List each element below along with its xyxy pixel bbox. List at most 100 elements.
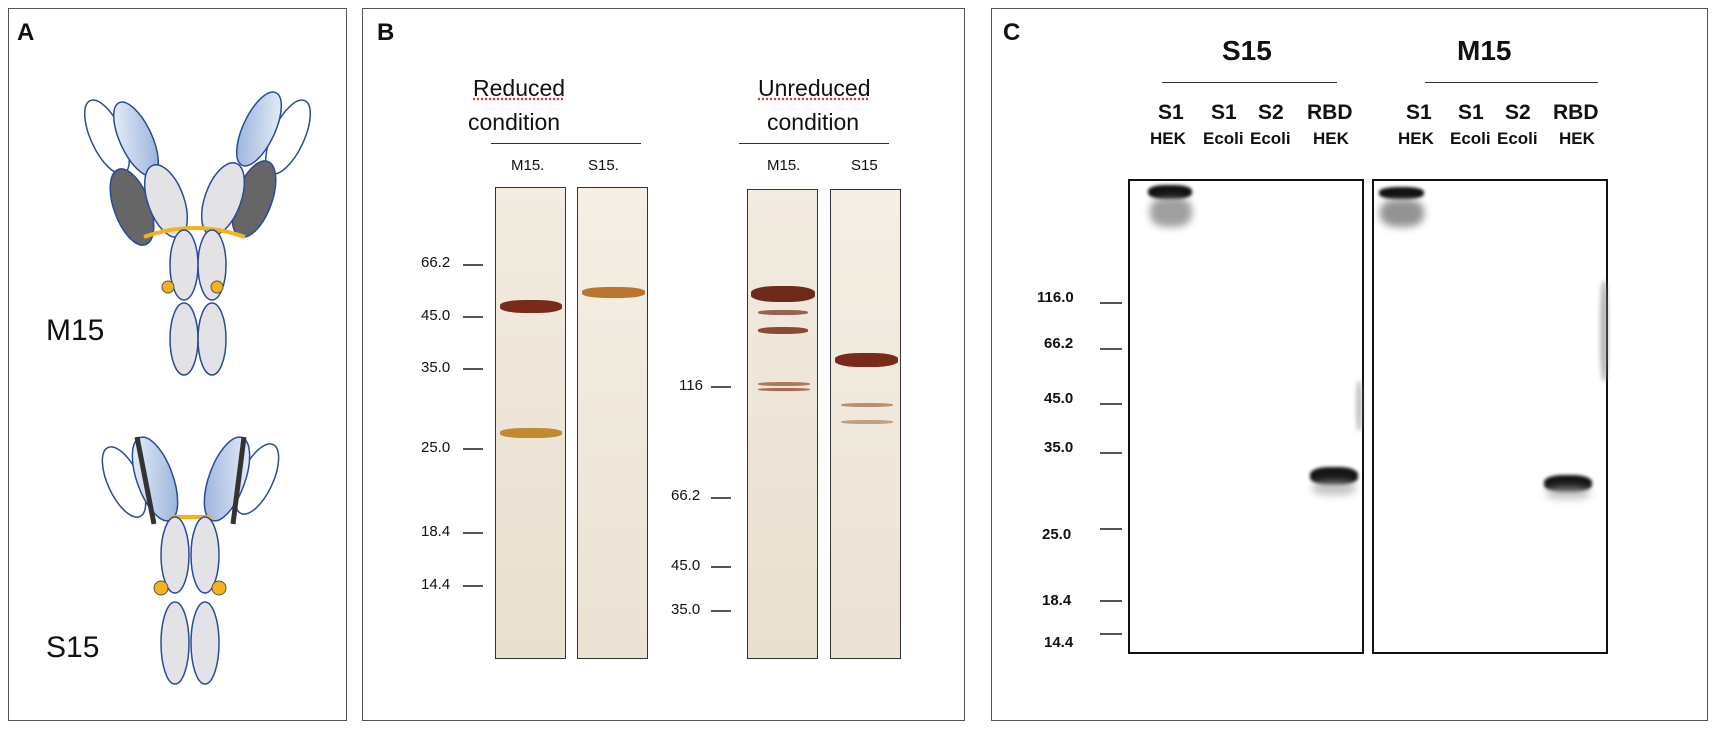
reduced-marker-66: 66.2 [421,254,451,271]
unreduced-gel-lane-m15 [747,189,818,659]
tick [711,386,731,388]
tick [1100,403,1122,405]
reduced-gel-lane-m15 [495,187,566,659]
tick [1100,600,1122,602]
reduced-lane-s15: S15. [588,157,619,174]
m15-glycan-left [161,280,175,294]
band [758,327,808,334]
band [1379,187,1424,199]
reduced-title-1: Reduced [473,75,566,101]
unreduced-divider [739,143,889,144]
band [1150,197,1192,227]
reduced-marker-14: 14.4 [421,576,451,593]
unreduced-marker-66: 66.2 [671,487,701,504]
tick [1100,633,1122,635]
m15-lane2-bottom: Ecoli [1450,129,1491,148]
reduced-marker-25: 25.0 [421,439,451,456]
s15-lane4-bottom: HEK [1313,129,1349,148]
unreduced-marker-45: 45.0 [671,557,701,574]
s15-linker-left [134,436,157,525]
tick [463,264,483,266]
reduced-marker-35: 35.0 [421,359,451,376]
tick [463,585,483,587]
unreduced-lane-m15: M15. [767,157,801,174]
band [758,382,810,386]
tick [1100,452,1122,454]
reduced-lane-m15: M15. [511,157,545,174]
panel-b: B Reduced condition M15. S15. 66.2 45.0 … [362,8,965,721]
band [1380,199,1424,227]
m15-label: M15 [46,314,105,347]
m15-vh-right [235,91,283,167]
m15-lane2-top: S1 [1458,101,1484,124]
panel-b-label: B [377,19,395,46]
m15-lane1-top: S1 [1406,101,1432,124]
s15-ch2-left [160,516,190,594]
s15-ch3-left [160,601,190,685]
tick [1100,302,1122,304]
tick [711,610,731,612]
band [500,428,562,438]
tick [1100,348,1122,350]
reduced-marker-45: 45.0 [421,307,451,324]
m15-ch3-right [197,302,227,376]
group-m15-divider [1425,82,1598,83]
tick [463,532,483,534]
wb-marker-18: 18.4 [1042,592,1072,609]
wb-marker-25: 25.0 [1042,526,1072,543]
unreduced-title-2: condition [767,109,860,135]
band [835,353,898,367]
s15-glycan-right [211,580,227,596]
group-m15-title: M15 [1457,35,1512,66]
wb-marker-14: 14.4 [1044,634,1074,651]
wb-marker-45: 45.0 [1044,390,1074,407]
m15-hinge [143,226,246,239]
band [1356,381,1362,431]
reduced-marker-18: 18.4 [421,523,451,540]
unreduced-lane-s15: S15 [851,157,878,174]
band [1148,185,1192,199]
m15-lane3-top: S2 [1505,101,1531,124]
m15-lane3-bottom: Ecoli [1497,129,1538,148]
band [1546,487,1590,499]
s15-lane4-top: RBD [1307,101,1353,124]
band [582,287,645,298]
panel-a-label: A [17,19,35,46]
m15-antibody-diagram [83,91,312,685]
m15-western-blot [1372,179,1608,654]
tick [711,497,731,499]
unreduced-marker-35: 35.0 [671,601,701,618]
tick [711,566,731,568]
m15-lane4-bottom: HEK [1559,129,1595,148]
s15-label: S15 [46,631,100,664]
s15-lane1-bottom: HEK [1150,129,1186,148]
band [500,300,562,313]
s15-glycan-left [153,580,169,596]
band [758,388,810,391]
panel-a: A [8,8,347,721]
band [841,420,893,424]
panel-c: C S15 M15 S1 HEK S1 Ecoli S2 Ecoli RBD H… [991,8,1708,721]
m15-glycan-right [210,280,224,294]
unreduced-marker-116: 116 [679,377,703,394]
reduced-title-2: condition [468,109,561,135]
wb-marker-66: 66.2 [1044,335,1074,352]
wb-marker-116: 116.0 [1037,289,1074,306]
group-s15-title: S15 [1222,35,1272,66]
tick [1100,528,1122,530]
s15-lane2-bottom: Ecoli [1203,129,1244,148]
reduced-gel-lane-s15 [577,187,648,659]
tick [463,448,483,450]
band [841,403,893,407]
wb-marker-35: 35.0 [1044,439,1074,456]
s15-ch2-right [190,516,220,594]
m15-ch2-left [169,229,199,301]
group-s15-divider [1162,82,1337,83]
s15-lane3-top: S2 [1258,101,1284,124]
reduced-divider [491,143,641,144]
band [1600,281,1608,381]
panel-c-label: C [1003,19,1021,46]
m15-ch3-left [169,302,199,376]
band [758,310,808,315]
s15-western-blot [1128,179,1364,654]
